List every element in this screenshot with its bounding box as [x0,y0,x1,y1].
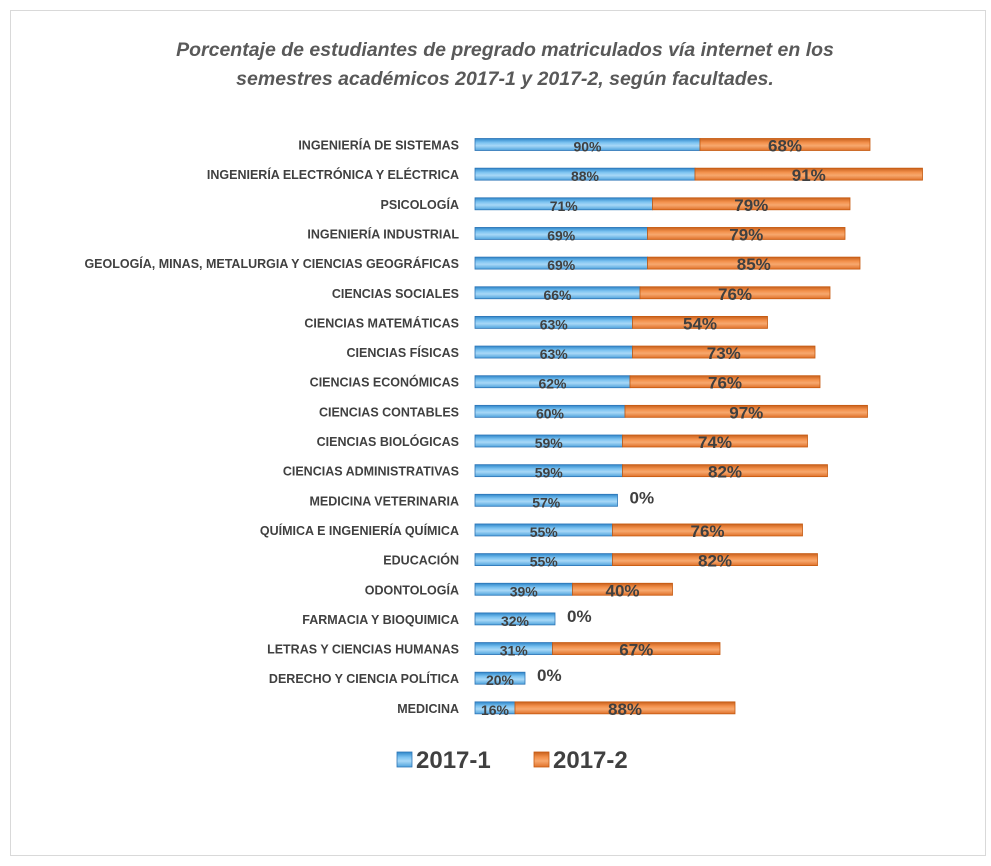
category-label: DERECHO Y CIENCIA POLÍTICA [269,671,459,686]
data-label-2017-2: 0% [630,488,655,507]
data-label-2017-1: 20% [486,672,515,688]
legend-swatch-2017-1 [396,751,413,768]
category-label: INGENIERÍA INDUSTRIAL [307,226,459,241]
category-label: CIENCIAS FÍSICAS [346,345,459,360]
data-label-2017-1: 66% [543,287,572,303]
bar-2017-2[interactable] [612,523,803,537]
data-label-2017-2: 76% [690,522,724,541]
bar-2017-2[interactable] [652,197,851,211]
data-label-2017-1: 55% [530,524,559,540]
legend-entry-2017-2[interactable]: 2017-2 [533,747,628,774]
bar-2017-2[interactable] [624,404,868,418]
category-label: QUÍMICA E INGENIERÍA QUÍMICA [260,523,459,538]
data-label-2017-2: 85% [737,255,771,274]
data-label-2017-1: 69% [547,257,576,273]
category-label: GEOLOGÍA, MINAS, METALURGIA Y CIENCIAS G… [84,256,459,271]
data-label-2017-2: 82% [698,552,732,571]
data-label-2017-1: 63% [540,316,569,332]
legend-entry-2017-1[interactable]: 2017-1 [396,747,491,774]
data-label-2017-1: 69% [547,227,576,243]
data-label-2017-1: 16% [481,702,510,718]
category-label: CIENCIAS MATEMÁTICAS [304,315,459,330]
category-label: EDUCACIÓN [383,553,459,568]
category-label: FARMACIA Y BIOQUIMICA [302,613,459,627]
data-label-2017-1: 88% [571,168,600,184]
bar-2017-2[interactable] [694,167,923,181]
bar-2017-2[interactable] [647,227,846,240]
data-label-2017-2: 79% [729,225,763,244]
data-label-2017-1: 71% [550,198,579,214]
bars-layer [474,138,923,715]
bar-2017-2[interactable] [632,345,816,359]
bar-2017-1[interactable] [474,671,526,685]
category-label: PSICOLOGÍA [381,197,459,212]
data-label-2017-2: 76% [718,285,752,304]
chart-title-line-1: Porcentaje de estudiantes de pregrado ma… [176,39,834,61]
data-label-2017-1: 62% [538,376,567,392]
data-label-2017-1: 59% [535,435,564,451]
chart-title-line-2: semestres académicos 2017-1 y 2017-2, se… [236,68,774,90]
chart-border [10,10,986,856]
data-label-2017-2: 73% [707,344,741,363]
bar-2017-1[interactable] [474,612,556,626]
category-label: INGENIERÍA ELECTRÓNICA Y ELÉCTRICA [207,167,459,182]
data-label-2017-1: 31% [500,643,529,659]
bar-2017-2[interactable] [639,286,831,300]
bar-2017-2[interactable] [572,582,673,596]
data-label-2017-2: 67% [619,641,653,660]
legend-swatch-2017-2 [533,751,550,768]
data-label-2017-2: 82% [708,463,742,482]
bar-2017-2[interactable] [514,701,736,715]
bar-2017-2[interactable] [612,553,818,566]
data-label-2017-1: 32% [501,613,530,629]
bar-2017-2[interactable] [629,375,821,389]
data-label-2017-2: 0% [537,666,562,685]
bar-2017-1[interactable] [474,493,618,507]
data-label-2017-1: 57% [532,494,561,510]
bar-2017-2[interactable] [647,256,861,270]
data-label-2017-2: 76% [708,374,742,393]
data-label-2017-1: 59% [535,465,564,481]
category-label: CIENCIAS ECONÓMICAS [310,375,459,390]
category-label: INGENIERÍA DE SISTEMAS [298,138,459,153]
category-label: CIENCIAS CONTABLES [319,405,459,419]
category-labels: INGENIERÍA DE SISTEMAS INGENIERÍA ELECTRÓ… [84,138,459,716]
category-label: LETRAS Y CIENCIAS HUMANAS [267,643,459,657]
data-label-2017-2: 54% [683,314,717,333]
data-label-2017-1: 60% [536,405,565,421]
data-label-2017-2: 40% [605,581,639,600]
category-label: MEDICINA VETERINARIA [309,494,459,508]
legend: 2017-1 2017-2 [396,747,628,774]
bar-2017-2[interactable] [552,642,721,655]
data-label-2017-2: 0% [567,607,592,626]
category-label: CIENCIAS SOCIALES [332,287,459,301]
data-labels: 90% 68% 88% 91% 71% 79% 69% 79% 69% 85% 66% 76% 63% 5… [481,137,826,719]
bar-2017-2[interactable] [622,464,828,478]
bar-2017-2[interactable] [622,434,808,448]
bar-2017-2[interactable] [632,315,768,329]
legend-label-2017-2: 2017-2 [553,747,628,774]
category-label: MEDICINA [397,702,459,716]
legend-label-2017-1: 2017-1 [416,747,491,774]
data-label-2017-2: 79% [734,196,768,215]
data-label-2017-2: 74% [698,433,732,452]
data-label-2017-2: 91% [792,166,826,185]
data-label-2017-1: 90% [573,139,602,155]
data-label-2017-2: 88% [608,700,642,719]
category-label: CIENCIAS ADMINISTRATIVAS [283,465,459,479]
data-label-2017-1: 39% [510,583,539,599]
bar-2017-2[interactable] [699,138,871,151]
data-label-2017-2: 68% [768,137,802,156]
category-label: ODONTOLOGÍA [365,582,459,597]
data-label-2017-1: 63% [540,346,569,362]
data-label-2017-1: 55% [530,554,559,570]
chart-title: Porcentaje de estudiantes de pregrado ma… [176,39,834,90]
category-label: CIENCIAS BIOLÓGICAS [317,434,459,449]
data-label-2017-2: 97% [729,403,763,422]
